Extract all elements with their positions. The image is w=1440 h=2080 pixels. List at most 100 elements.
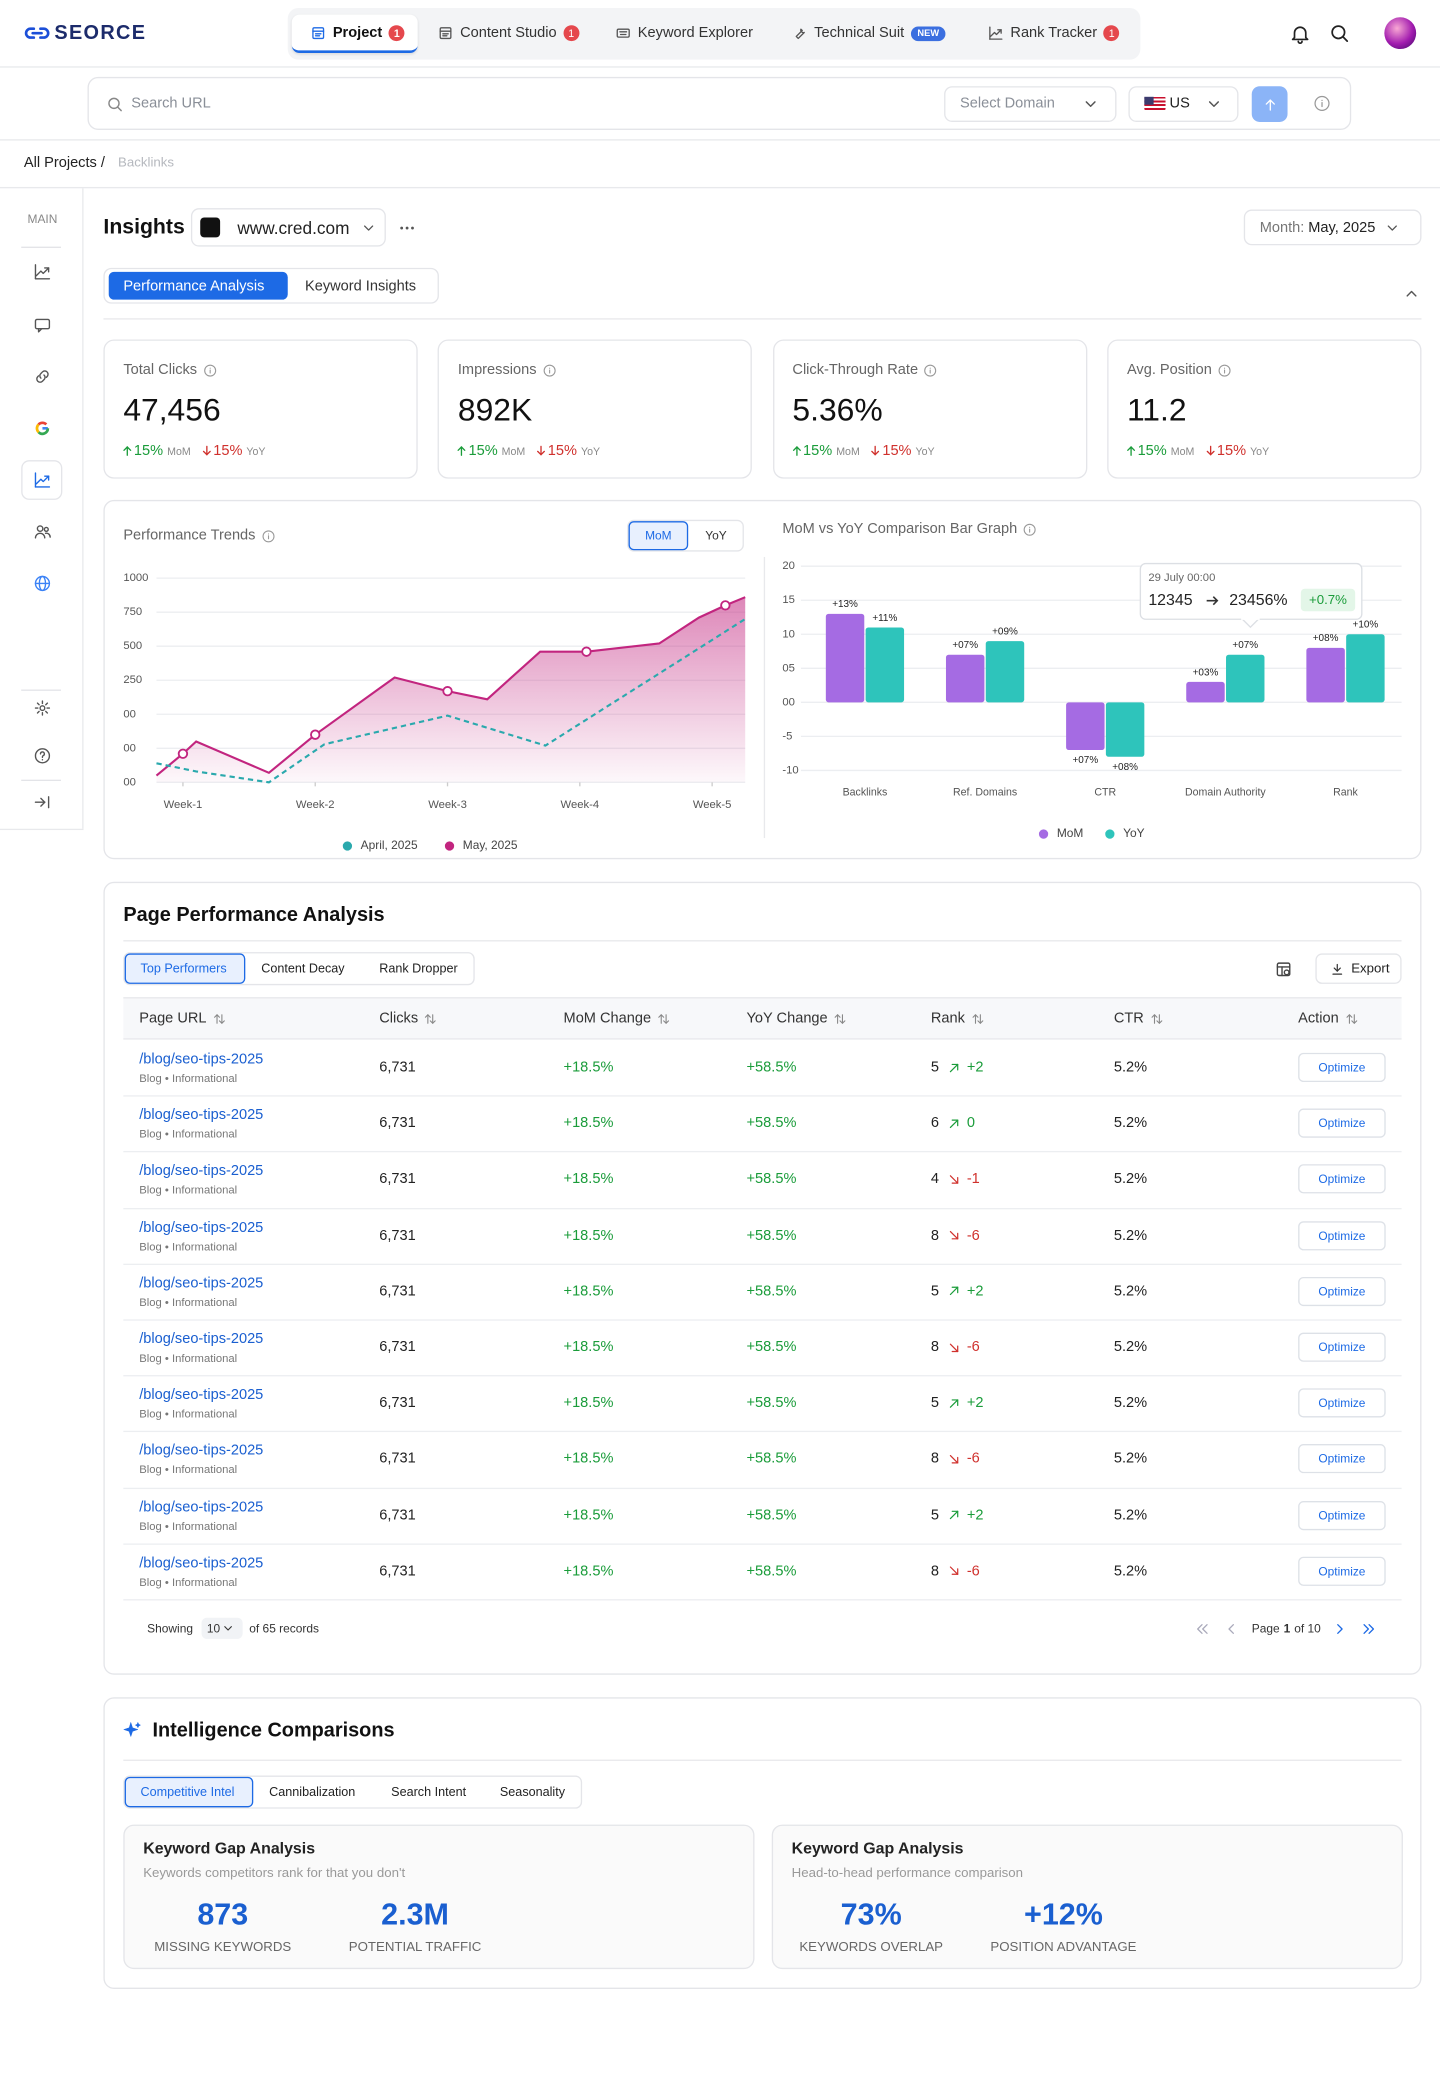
nav-label: Project	[332, 25, 383, 42]
rank: 8	[930, 1451, 939, 1468]
icon	[972, 1013, 983, 1024]
icon	[949, 1510, 959, 1520]
nav-item[interactable]: Project 1	[310, 25, 405, 42]
icon-part	[218, 1019, 225, 1024]
kpi-mom: 15%	[468, 442, 498, 459]
google-icon[interactable]	[33, 419, 52, 438]
ctr: 5.2%	[1113, 1507, 1148, 1524]
rank-change: 0	[966, 1115, 975, 1132]
icon	[425, 1013, 437, 1024]
optimize-button[interactable]	[1298, 1108, 1386, 1138]
icon-part	[44, 267, 50, 273]
column-header: YoY Change	[746, 1010, 828, 1027]
row: Action	[1298, 1010, 1358, 1026]
page-url: /blog/seo-tips-2025	[139, 1219, 264, 1236]
icon-part	[1387, 225, 1397, 231]
nav-label: Content Studio	[460, 25, 557, 42]
icon	[924, 363, 937, 376]
sidebar-active[interactable]	[21, 460, 63, 500]
nav-item[interactable]: Content Studio 1	[438, 25, 580, 42]
divider	[123, 940, 1402, 942]
column-header: Clicks	[379, 1010, 419, 1027]
icon-part	[24, 27, 36, 39]
icon	[123, 1722, 141, 1737]
icon-part	[35, 423, 40, 434]
tab-active[interactable]	[108, 271, 288, 300]
divider	[103, 318, 1422, 320]
optimize-button[interactable]	[1298, 1052, 1386, 1083]
page-meta: Blog • Informational	[139, 1071, 238, 1085]
optimize-button[interactable]	[1298, 1332, 1386, 1362]
export-label: Export	[1351, 961, 1390, 976]
optimize-button[interactable]	[1298, 1500, 1386, 1530]
divider	[763, 556, 766, 839]
icon	[949, 1063, 959, 1072]
clicks: 6,731	[379, 1115, 416, 1132]
icon	[457, 446, 466, 456]
rank-change: -6	[966, 1227, 980, 1244]
rank: 8	[930, 1227, 939, 1244]
icon-part	[1314, 95, 1330, 112]
optimize-button[interactable]	[1298, 1556, 1386, 1586]
clicks: 6,731	[379, 1283, 416, 1300]
insight-card	[123, 1824, 755, 1970]
icon-part	[312, 27, 325, 40]
row: Rank	[931, 1010, 985, 1026]
icon-part	[203, 363, 216, 376]
icon	[363, 225, 374, 231]
page-size[interactable]	[201, 1617, 243, 1639]
optimize-label: Optimize	[1318, 1340, 1366, 1354]
optimize-button[interactable]	[1298, 1164, 1386, 1194]
page-total: of 10	[1294, 1621, 1321, 1635]
export-button[interactable]	[1315, 953, 1402, 984]
domain-picker[interactable]	[190, 208, 386, 247]
month-picker[interactable]	[1243, 209, 1422, 246]
icon	[949, 1342, 959, 1352]
nav-item[interactable]: Technical Suit NEW	[792, 25, 946, 41]
nav-item[interactable]: Keyword Explorer	[615, 25, 753, 41]
divider	[21, 689, 61, 691]
optimize-button[interactable]	[1298, 1276, 1386, 1306]
table-card	[103, 881, 1422, 1675]
country-select[interactable]	[1128, 86, 1239, 122]
breadcrumb-link: All Projects /	[23, 155, 105, 172]
optimize-button[interactable]	[1298, 1220, 1386, 1250]
optimize-label: Optimize	[1318, 1508, 1366, 1522]
icon	[34, 575, 51, 592]
tab-active[interactable]	[124, 953, 246, 984]
icon	[949, 1231, 959, 1240]
rank: 5	[930, 1507, 939, 1524]
icon-part	[543, 363, 556, 376]
page-url: /blog/seo-tips-2025	[139, 1163, 264, 1180]
row-divider	[123, 1599, 1402, 1601]
icon-part	[949, 1175, 959, 1184]
tab-active[interactable]	[124, 1776, 254, 1808]
clicks: 6,731	[379, 1563, 416, 1579]
icon-part	[1196, 1623, 1203, 1634]
icon	[792, 446, 801, 456]
clicks: 6,731	[379, 1451, 416, 1468]
icon-part	[1023, 523, 1036, 536]
optimize-button[interactable]	[1298, 1388, 1386, 1418]
kpi-label: Impressions	[457, 361, 537, 378]
row: 8 -6	[931, 1563, 980, 1579]
icon-part	[976, 1019, 983, 1024]
domain-select[interactable]	[944, 86, 1117, 122]
icon-part	[107, 96, 120, 109]
optimize-button[interactable]	[1298, 1444, 1386, 1474]
icon-part	[1362, 1623, 1369, 1634]
row: Click-Through Rate	[792, 362, 938, 378]
toggle-active[interactable]	[628, 521, 689, 551]
rank-change: -6	[966, 1339, 980, 1356]
rank-change: +2	[966, 1395, 984, 1412]
icon-part	[202, 450, 211, 456]
avatar[interactable]	[1384, 17, 1417, 50]
nav-item[interactable]: Rank Tracker 1	[988, 25, 1120, 42]
rank: 5	[930, 1059, 939, 1076]
tab: Top Performers	[140, 961, 227, 976]
icon	[1265, 98, 1275, 111]
icon	[949, 1454, 959, 1464]
chart-title: Performance Trends	[123, 527, 256, 544]
icon	[1208, 100, 1219, 107]
